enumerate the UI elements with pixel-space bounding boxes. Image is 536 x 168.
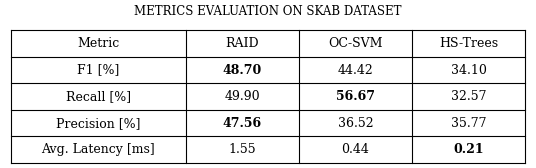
Text: Avg. Latency [ms]: Avg. Latency [ms]	[41, 143, 155, 156]
Text: Precision [%]: Precision [%]	[56, 117, 140, 130]
Text: 49.90: 49.90	[225, 90, 260, 103]
Text: RAID: RAID	[226, 37, 259, 50]
Text: Metric: Metric	[77, 37, 120, 50]
Text: 47.56: 47.56	[223, 117, 262, 130]
Text: 36.52: 36.52	[338, 117, 373, 130]
Text: 1.55: 1.55	[228, 143, 256, 156]
Text: 0.21: 0.21	[453, 143, 484, 156]
Text: Recall [%]: Recall [%]	[65, 90, 131, 103]
Text: 0.44: 0.44	[341, 143, 369, 156]
Text: 32.57: 32.57	[451, 90, 487, 103]
Text: HS-Trees: HS-Trees	[439, 37, 498, 50]
Text: 44.42: 44.42	[338, 64, 374, 77]
Text: 56.67: 56.67	[336, 90, 375, 103]
Text: OC-SVM: OC-SVM	[328, 37, 383, 50]
Text: 34.10: 34.10	[451, 64, 487, 77]
Text: 48.70: 48.70	[222, 64, 262, 77]
Text: 35.77: 35.77	[451, 117, 487, 130]
Text: F1 [%]: F1 [%]	[77, 64, 120, 77]
Text: METRICS EVALUATION ON SKAB DATASET: METRICS EVALUATION ON SKAB DATASET	[134, 5, 402, 18]
